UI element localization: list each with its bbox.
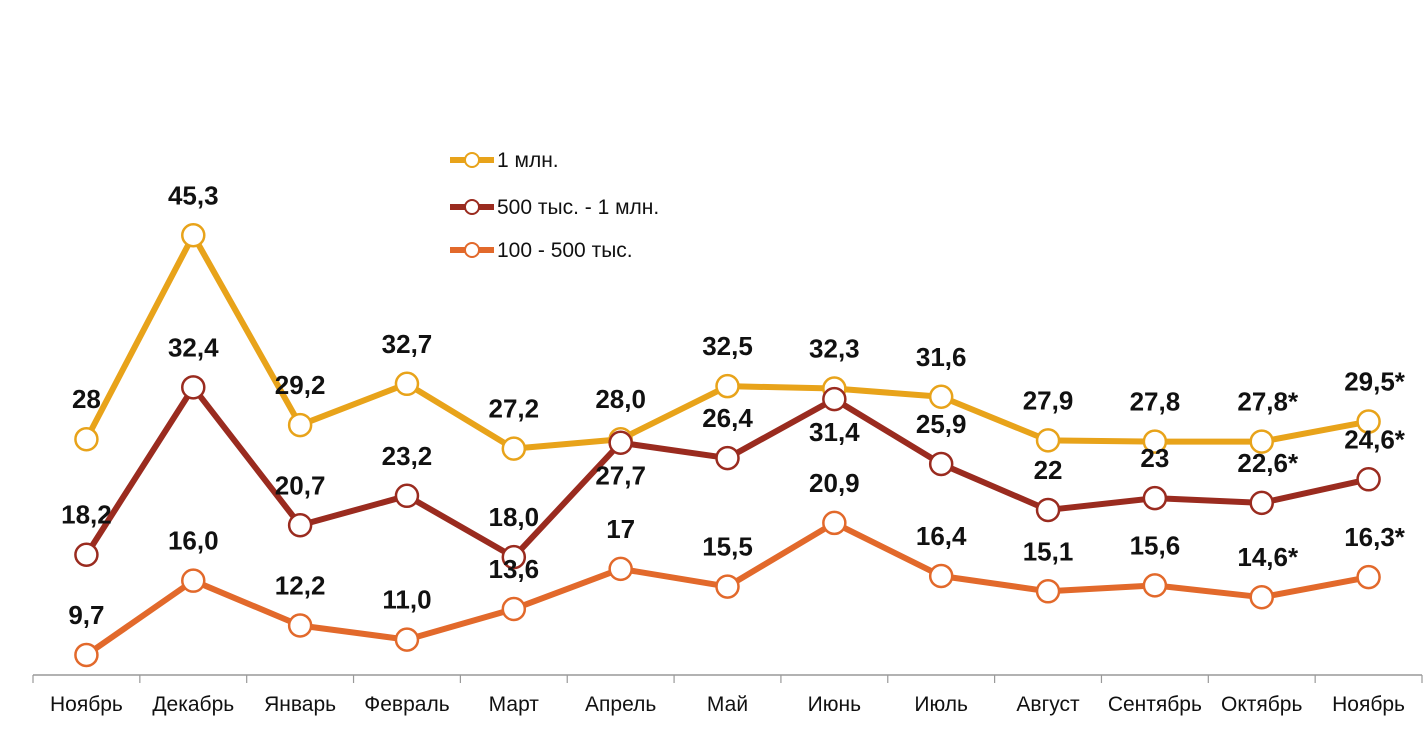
data-label: 15,6 — [1130, 530, 1181, 560]
data-label: 25,9 — [916, 409, 967, 439]
data-point — [501, 596, 527, 622]
x-tick-label: Август — [1016, 693, 1080, 716]
data-label: 23,2 — [382, 441, 433, 471]
data-point — [287, 412, 313, 438]
data-label: 17 — [606, 514, 635, 544]
x-tick-label: Октябрь — [1221, 693, 1302, 716]
data-label: 31,6 — [916, 342, 967, 372]
x-tick-label: Январь — [264, 693, 336, 716]
data-label: 29,2 — [275, 370, 326, 400]
data-label: 9,7 — [68, 600, 104, 630]
data-label: 11,0 — [382, 585, 431, 615]
data-label: 13,6 — [489, 554, 540, 584]
data-point — [715, 574, 740, 599]
legend-label: 100 - 500 тыс. — [497, 239, 633, 262]
data-label: 15,1 — [1023, 536, 1074, 566]
data-label: 24,6* — [1344, 424, 1406, 454]
data-point — [1356, 409, 1381, 434]
data-point — [394, 483, 420, 509]
x-tick-label: Декабрь — [152, 693, 234, 716]
data-point — [1142, 429, 1168, 454]
data-point — [394, 371, 420, 397]
data-point — [715, 373, 740, 399]
data-label: 27,8* — [1237, 387, 1299, 417]
data-point — [1035, 579, 1061, 604]
legend-marker — [464, 199, 480, 215]
data-label: 27,8 — [1130, 387, 1181, 417]
data-point — [74, 542, 99, 567]
x-tick-label: Май — [707, 693, 748, 716]
data-point — [1035, 428, 1061, 453]
data-point — [1035, 497, 1061, 523]
data-label: 20,7 — [275, 470, 326, 500]
data-point — [287, 613, 313, 638]
data-point — [1142, 573, 1168, 598]
data-point — [74, 426, 99, 452]
data-point — [1356, 467, 1381, 492]
data-point — [1249, 584, 1274, 610]
data-label: 31,4 — [809, 417, 860, 447]
data-label: 16,0 — [168, 526, 219, 556]
data-point — [928, 384, 954, 410]
data-point — [608, 430, 633, 455]
data-label: 15,5 — [702, 532, 753, 562]
data-label: 14,6* — [1237, 542, 1299, 572]
data-label: 32,4 — [168, 332, 219, 362]
x-tick-label: Февраль — [364, 693, 449, 716]
data-label: 22 — [1034, 455, 1063, 485]
legend-label: 1 млн. — [497, 149, 559, 172]
data-label: 32,5 — [702, 331, 753, 361]
data-point — [608, 556, 633, 582]
data-label: 22,6* — [1237, 448, 1299, 478]
x-tick-label: Апрель — [585, 693, 656, 716]
data-point — [928, 451, 954, 477]
data-point — [822, 510, 847, 536]
data-point — [181, 568, 206, 593]
data-point — [1356, 564, 1381, 590]
legend-marker — [464, 152, 480, 168]
data-label: 28 — [72, 384, 101, 414]
x-tick-label: Ноябрь — [1332, 693, 1405, 716]
data-point — [501, 436, 527, 461]
data-label: 18,0 — [489, 502, 540, 532]
data-label: 20,9 — [809, 468, 860, 498]
x-tick-label: Сентябрь — [1108, 693, 1202, 716]
data-label: 16,3* — [1344, 522, 1406, 552]
data-label: 28,0 — [595, 384, 646, 414]
data-point — [181, 375, 206, 400]
data-label: 27,2 — [489, 394, 540, 424]
legend-label: 500 тыс. - 1 млн. — [497, 196, 659, 219]
data-point — [501, 544, 527, 570]
data-point — [1142, 485, 1168, 511]
data-point — [715, 445, 740, 471]
legend-marker — [464, 242, 480, 258]
data-point — [394, 627, 420, 652]
data-point — [287, 513, 313, 538]
data-label: 12,2 — [275, 570, 326, 600]
data-label: 23 — [1140, 443, 1169, 473]
data-point — [928, 563, 954, 589]
x-tick-label: Ноябрь — [50, 693, 123, 716]
data-point — [822, 386, 847, 412]
data-label: 45,3 — [168, 180, 219, 210]
x-tick-label: Июнь — [808, 693, 861, 716]
data-label: 18,2 — [61, 500, 112, 530]
x-tick-label: Июль — [914, 693, 968, 716]
data-label: 32,7 — [382, 329, 433, 359]
data-label: 27,9 — [1023, 385, 1074, 415]
data-point — [1249, 490, 1274, 516]
data-label: 16,4 — [916, 521, 967, 551]
data-label: 32,3 — [809, 334, 860, 364]
data-label: 27,7 — [595, 461, 646, 491]
data-point — [1249, 429, 1274, 454]
data-point — [74, 642, 99, 668]
x-tick-label: Март — [489, 693, 540, 716]
data-label: 26,4 — [702, 403, 753, 433]
data-point — [181, 223, 206, 248]
data-label: 29,5* — [1344, 367, 1406, 397]
